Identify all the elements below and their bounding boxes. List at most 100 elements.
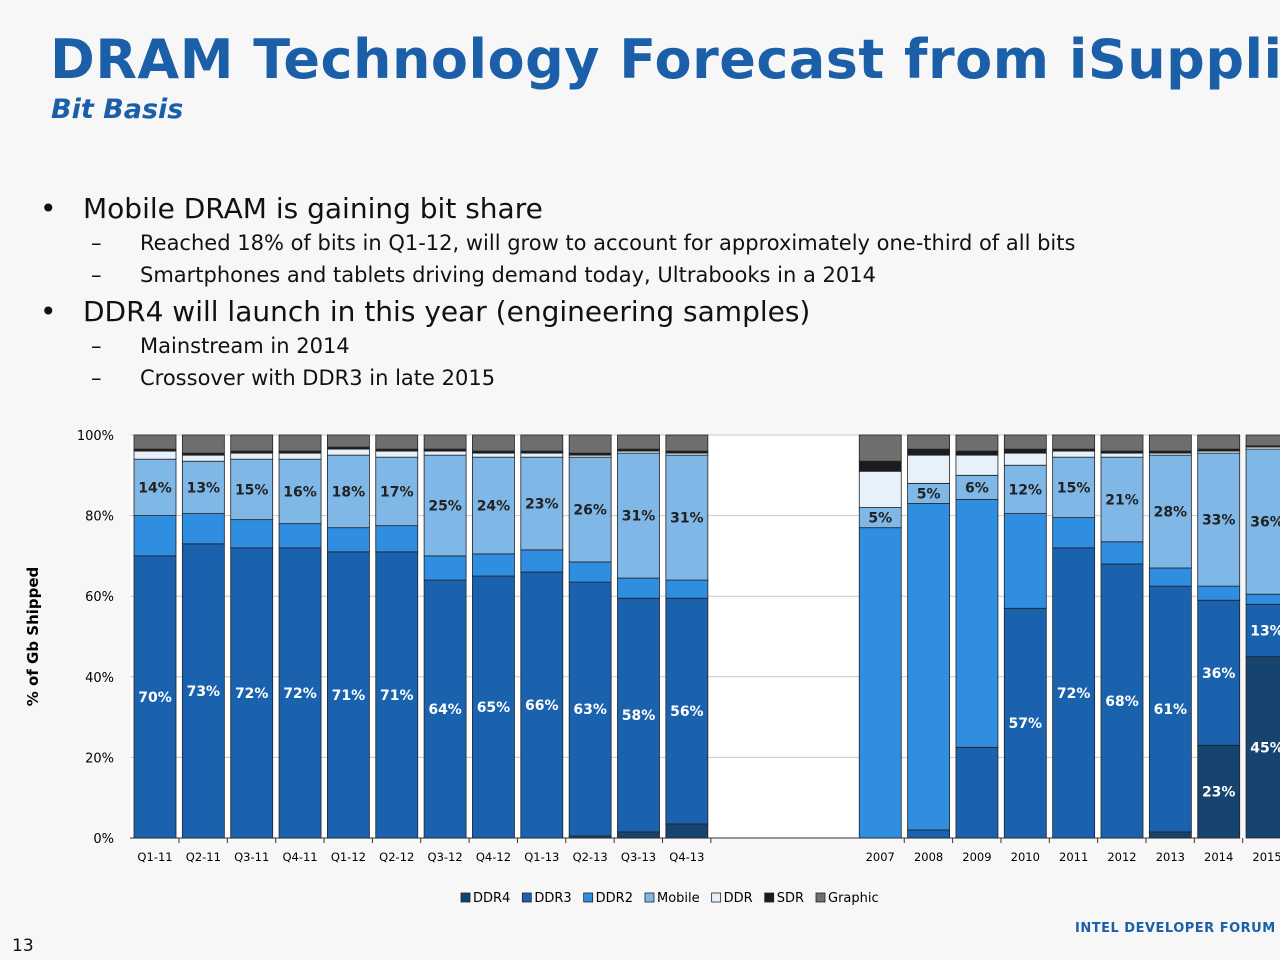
bar-segment — [423, 434, 467, 450]
x-tick-label: 2010 — [1011, 850, 1040, 864]
bar-segment — [1003, 434, 1047, 450]
data-label: 24% — [477, 499, 511, 515]
data-label: 71% — [332, 688, 366, 704]
bar-segment — [278, 452, 322, 460]
data-label: 57% — [1009, 716, 1043, 732]
bullet-list: • Mobile DRAM is gaining bit share – Rea… — [40, 192, 1240, 398]
bar-segment — [520, 571, 564, 839]
bullet-text: Mobile DRAM is gaining bit share — [83, 192, 543, 225]
y-axis-title: % of Gb Shipped — [24, 567, 42, 707]
bar-segment — [375, 450, 419, 458]
x-tick-label: 2013 — [1156, 850, 1185, 864]
bar-segment — [665, 434, 709, 452]
data-label: 31% — [670, 511, 704, 527]
data-label: 70% — [138, 690, 172, 706]
x-tick-label: Q3-11 — [234, 850, 269, 864]
bar-segment — [955, 454, 999, 476]
bar-segment — [1148, 434, 1192, 452]
data-label: 16% — [283, 484, 317, 500]
bar-segment — [230, 434, 274, 452]
bar-segment — [520, 452, 564, 458]
x-tick-label: Q1-12 — [331, 850, 366, 864]
bar-segment — [520, 434, 564, 452]
bar-segment — [133, 450, 177, 460]
legend-swatch — [460, 892, 471, 903]
bar-segment — [1052, 547, 1096, 839]
bar-segment — [1100, 541, 1144, 565]
bar-segment — [858, 434, 902, 462]
y-tick-label: 40% — [85, 671, 114, 686]
bar-segment — [472, 434, 515, 452]
bar-segment — [181, 513, 225, 545]
bar-segment — [375, 551, 419, 839]
bar-segment — [955, 434, 999, 452]
legend-label: Mobile — [657, 891, 700, 906]
x-tick-label: 2011 — [1059, 850, 1088, 864]
sub-bullet-item: – Mainstream in 2014 — [40, 334, 1240, 358]
bar-segment — [907, 829, 950, 839]
x-tick-label: 2007 — [866, 850, 895, 864]
data-label: 15% — [1057, 480, 1091, 496]
data-label: 13% — [1250, 623, 1280, 639]
bar-segment — [423, 454, 467, 557]
bar-segment — [568, 456, 612, 563]
bullet-item: • Mobile DRAM is gaining bit share — [40, 192, 1240, 225]
bullet-item: • DDR4 will launch in this year (enginee… — [40, 295, 1240, 328]
slide-subtitle: Bit Basis — [51, 94, 184, 125]
x-tick-label: 2014 — [1204, 850, 1233, 864]
data-label: 5% — [868, 511, 892, 527]
legend-label: DDR — [724, 891, 753, 906]
bar-segment — [181, 460, 225, 514]
data-label: 23% — [1202, 785, 1236, 801]
x-tick-label: 2008 — [914, 850, 943, 864]
bar-segment — [1245, 434, 1280, 447]
bar-segment — [375, 434, 419, 450]
bar-segment — [375, 456, 419, 527]
legend-swatch — [583, 892, 594, 903]
bar-segment — [181, 543, 225, 839]
data-label: 31% — [622, 509, 656, 525]
data-label: 18% — [332, 484, 366, 500]
bullet-glyph: • — [40, 295, 57, 328]
data-label: 63% — [573, 702, 607, 718]
x-tick-label: Q1-13 — [524, 850, 559, 864]
data-label: 26% — [573, 503, 607, 519]
data-label: 17% — [380, 484, 414, 500]
bar-segment — [326, 527, 370, 553]
bar-segment — [133, 515, 177, 557]
dash-glyph: – — [91, 366, 102, 390]
bar-segment — [1148, 831, 1192, 839]
dash-glyph: – — [91, 231, 102, 255]
legend-label: DDR2 — [596, 891, 633, 906]
sub-bullet-text: Mainstream in 2014 — [140, 334, 350, 358]
bar-segment — [617, 597, 660, 833]
bar-segment — [955, 746, 999, 839]
legend-swatch — [764, 892, 775, 903]
bar-segment — [1197, 452, 1241, 587]
bar-segment — [472, 452, 515, 458]
bar-segment — [1245, 448, 1280, 595]
x-tick-label: Q4-13 — [669, 850, 704, 864]
bar-segment — [907, 448, 950, 456]
bullet-text: DDR4 will launch in this year (engineeri… — [83, 295, 811, 328]
sub-bullet-text: Crossover with DDR3 in late 2015 — [140, 366, 496, 390]
legend-swatch — [521, 892, 532, 903]
legend-swatch — [815, 892, 826, 903]
dash-glyph: – — [91, 263, 102, 287]
bar-segment — [568, 581, 612, 837]
bar-segment — [181, 434, 225, 454]
x-tick-label: Q3-12 — [428, 850, 463, 864]
bar-segment — [1148, 454, 1192, 569]
bar-segment — [1052, 517, 1096, 549]
data-label: 45% — [1250, 740, 1280, 756]
data-label: 73% — [187, 684, 221, 700]
bar-segment — [858, 527, 902, 839]
bar-segment — [278, 434, 322, 452]
data-label: 14% — [138, 480, 172, 496]
bar-segment — [907, 434, 950, 450]
bar-segment — [423, 450, 467, 456]
page-number: 13 — [12, 936, 34, 956]
bar-segment — [133, 434, 177, 450]
data-label: 66% — [525, 698, 559, 714]
bar-segment — [133, 458, 177, 516]
